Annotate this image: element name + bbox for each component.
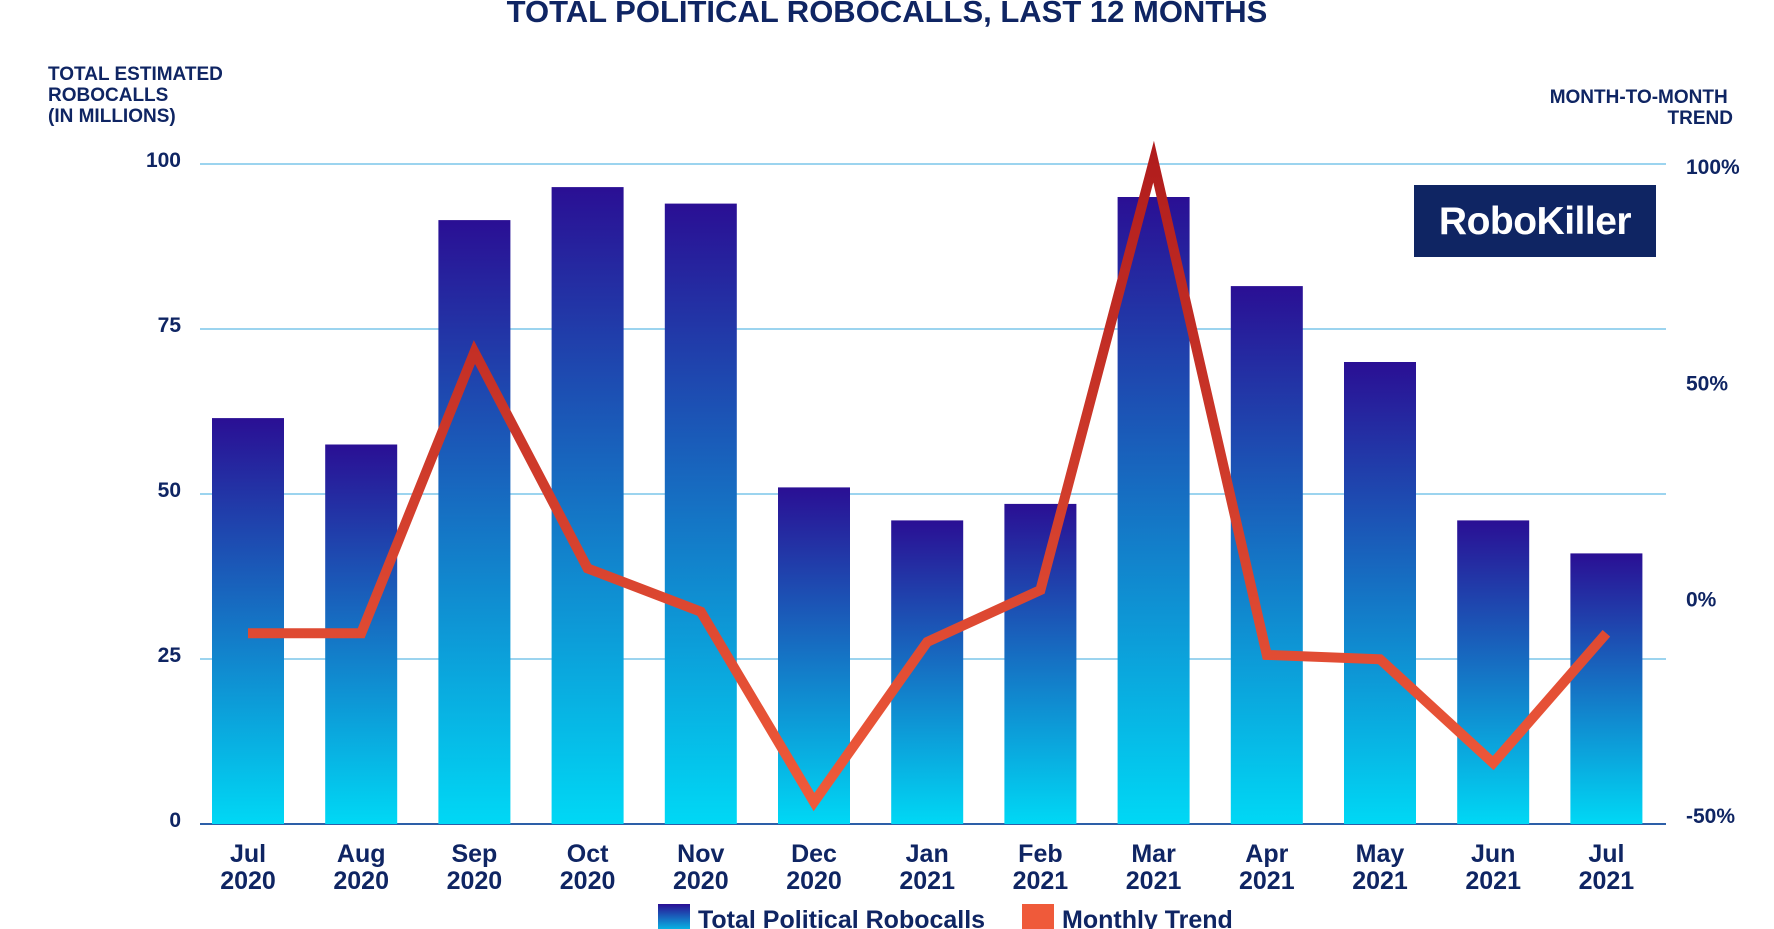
left-tick-label: 0 — [169, 809, 181, 832]
trend-line-layer — [248, 140, 1611, 812]
left-tick-label: 100 — [146, 149, 181, 172]
left-axis-title-line: (IN MILLIONS) — [48, 106, 176, 127]
x-tick-label: Dec 2020 — [786, 840, 842, 895]
left-tick-label: 50 — [158, 479, 181, 502]
right-axis-title-line: TREND — [1668, 108, 1733, 129]
right-axis-title-line: MONTH-TO-MONTH — [1550, 87, 1728, 108]
x-tick-label: Jul 2021 — [1579, 840, 1635, 895]
legend-swatch-trend — [1022, 904, 1054, 929]
trend-line — [248, 140, 1611, 812]
left-tick-label: 25 — [158, 644, 182, 667]
right-tick-label: 100% — [1686, 156, 1740, 179]
x-tick-label: Jul 2020 — [220, 840, 276, 895]
x-axis-ticks: Jul 2020 Aug 2020 Sep 2020 Oct 2020 Nov 2020 Dec 20… — [220, 840, 1634, 895]
legend: Total Political Robocalls Monthly Trend — [658, 904, 1233, 929]
right-axis-ticks: -50% 0% 50% 100% — [1686, 156, 1740, 828]
bar — [212, 418, 284, 824]
bars — [212, 187, 1643, 825]
x-tick-label: Oct 2020 — [560, 840, 616, 895]
bar — [1004, 503, 1077, 824]
robokiller-logo: RoboKiller — [1414, 185, 1656, 257]
right-tick-label: -50% — [1686, 805, 1735, 828]
robokiller-logo-background — [1414, 185, 1656, 257]
legend-swatch-bars — [658, 904, 690, 929]
x-tick-label: Apr 2021 — [1239, 840, 1295, 895]
right-tick-label: 0% — [1686, 589, 1717, 612]
left-axis-ticks: 0 25 50 75 100 — [146, 149, 181, 832]
bar — [551, 187, 624, 825]
left-axis-title-line: ROBOCALLS — [48, 85, 168, 106]
legend-label-trend: Monthly Trend — [1062, 906, 1233, 929]
x-tick-label: Sep 2020 — [447, 840, 503, 895]
right-axis-title: MONTH-TO-MONTH TREND — [1550, 87, 1733, 129]
bar — [664, 203, 737, 825]
x-tick-label: Mar 2021 — [1126, 840, 1182, 895]
x-tick-label: Aug 2020 — [333, 840, 389, 895]
chart-title: TOTAL POLITICAL ROBOCALLS, LAST 12 MONTH… — [507, 0, 1268, 29]
left-axis-title: TOTAL ESTIMATED ROBOCALLS (IN MILLIONS) — [48, 64, 228, 127]
x-tick-label: May 2021 — [1352, 840, 1408, 895]
x-tick-label: Jun 2021 — [1465, 840, 1521, 895]
left-tick-label: 75 — [158, 314, 182, 337]
right-tick-label: 50% — [1686, 372, 1728, 395]
left-axis-title-line: TOTAL ESTIMATED — [48, 64, 223, 85]
bar — [1344, 362, 1416, 824]
bar — [1570, 553, 1643, 824]
robokiller-logo-text: RoboKiller — [1439, 200, 1631, 243]
bar — [438, 220, 511, 825]
x-tick-label: Nov 2020 — [673, 840, 729, 895]
bar — [1457, 520, 1530, 824]
x-tick-label: Jan 2021 — [899, 840, 955, 895]
bar — [1117, 197, 1190, 824]
legend-label-bars: Total Political Robocalls — [698, 906, 985, 929]
x-tick-label: Feb 2021 — [1013, 840, 1069, 895]
